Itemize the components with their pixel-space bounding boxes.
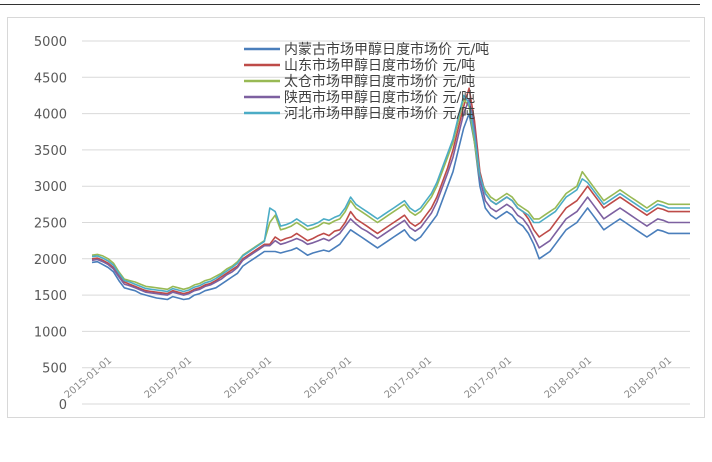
y-tick-label: 2500 — [34, 217, 67, 232]
y-tick-label: 5000 — [34, 35, 67, 50]
series-line-2 — [91, 87, 690, 295]
y-tick-label: 4500 — [34, 71, 67, 86]
chart-frame — [7, 17, 705, 418]
x-tick-label: 2017-01-01 — [383, 355, 435, 401]
x-tick-label: 2018-01-01 — [543, 355, 595, 401]
grid-lines — [82, 40, 690, 405]
series-line-1 — [91, 112, 690, 301]
y-tick-label: 1500 — [34, 289, 67, 304]
series-line-4 — [91, 98, 690, 296]
y-tick-label: 2000 — [34, 253, 67, 268]
y-tick-label: 0 — [59, 398, 67, 413]
legend-label-1: 内蒙古市场甲醇日度市场价 元/吨 — [284, 41, 489, 58]
series-lines — [91, 87, 690, 301]
legend-label-3: 太仓市场甲醇日度市场价 元/吨 — [284, 73, 475, 90]
x-tick-label: 2016-01-01 — [223, 355, 275, 401]
legend-label-4: 陕西市场甲醇日度市场价 元/吨 — [284, 89, 475, 106]
x-tick-label: 2015-01-01 — [63, 355, 115, 401]
y-tick-label: 3500 — [34, 144, 67, 159]
y-tick-label: 4000 — [34, 108, 67, 123]
series-line-5 — [91, 94, 690, 293]
x-axis-ticks: 2015-01-01 2015-07-01 2016-01-01 2016-07-01… — [63, 355, 675, 401]
y-axis-ticks: 0 500 1000 1500 2000 2500 3000 3500 4000 4500 5000 — [34, 35, 67, 413]
top-rule — [0, 4, 700, 5]
x-tick-label: 2017-07-01 — [463, 355, 515, 401]
x-tick-label: 2015-07-01 — [143, 355, 195, 401]
series-line-3 — [91, 98, 690, 291]
y-tick-label: 1000 — [34, 325, 67, 340]
y-tick-label: 3000 — [34, 180, 67, 195]
y-tick-label: 500 — [42, 362, 67, 377]
x-tick-label: 2018-07-01 — [623, 355, 675, 401]
legend-label-2: 山东市场甲醇日度市场价 元/吨 — [284, 57, 475, 74]
legend-label-5: 河北市场甲醇日度市场价 元/吨 — [284, 105, 475, 122]
x-tick-label: 2016-07-01 — [303, 355, 355, 401]
